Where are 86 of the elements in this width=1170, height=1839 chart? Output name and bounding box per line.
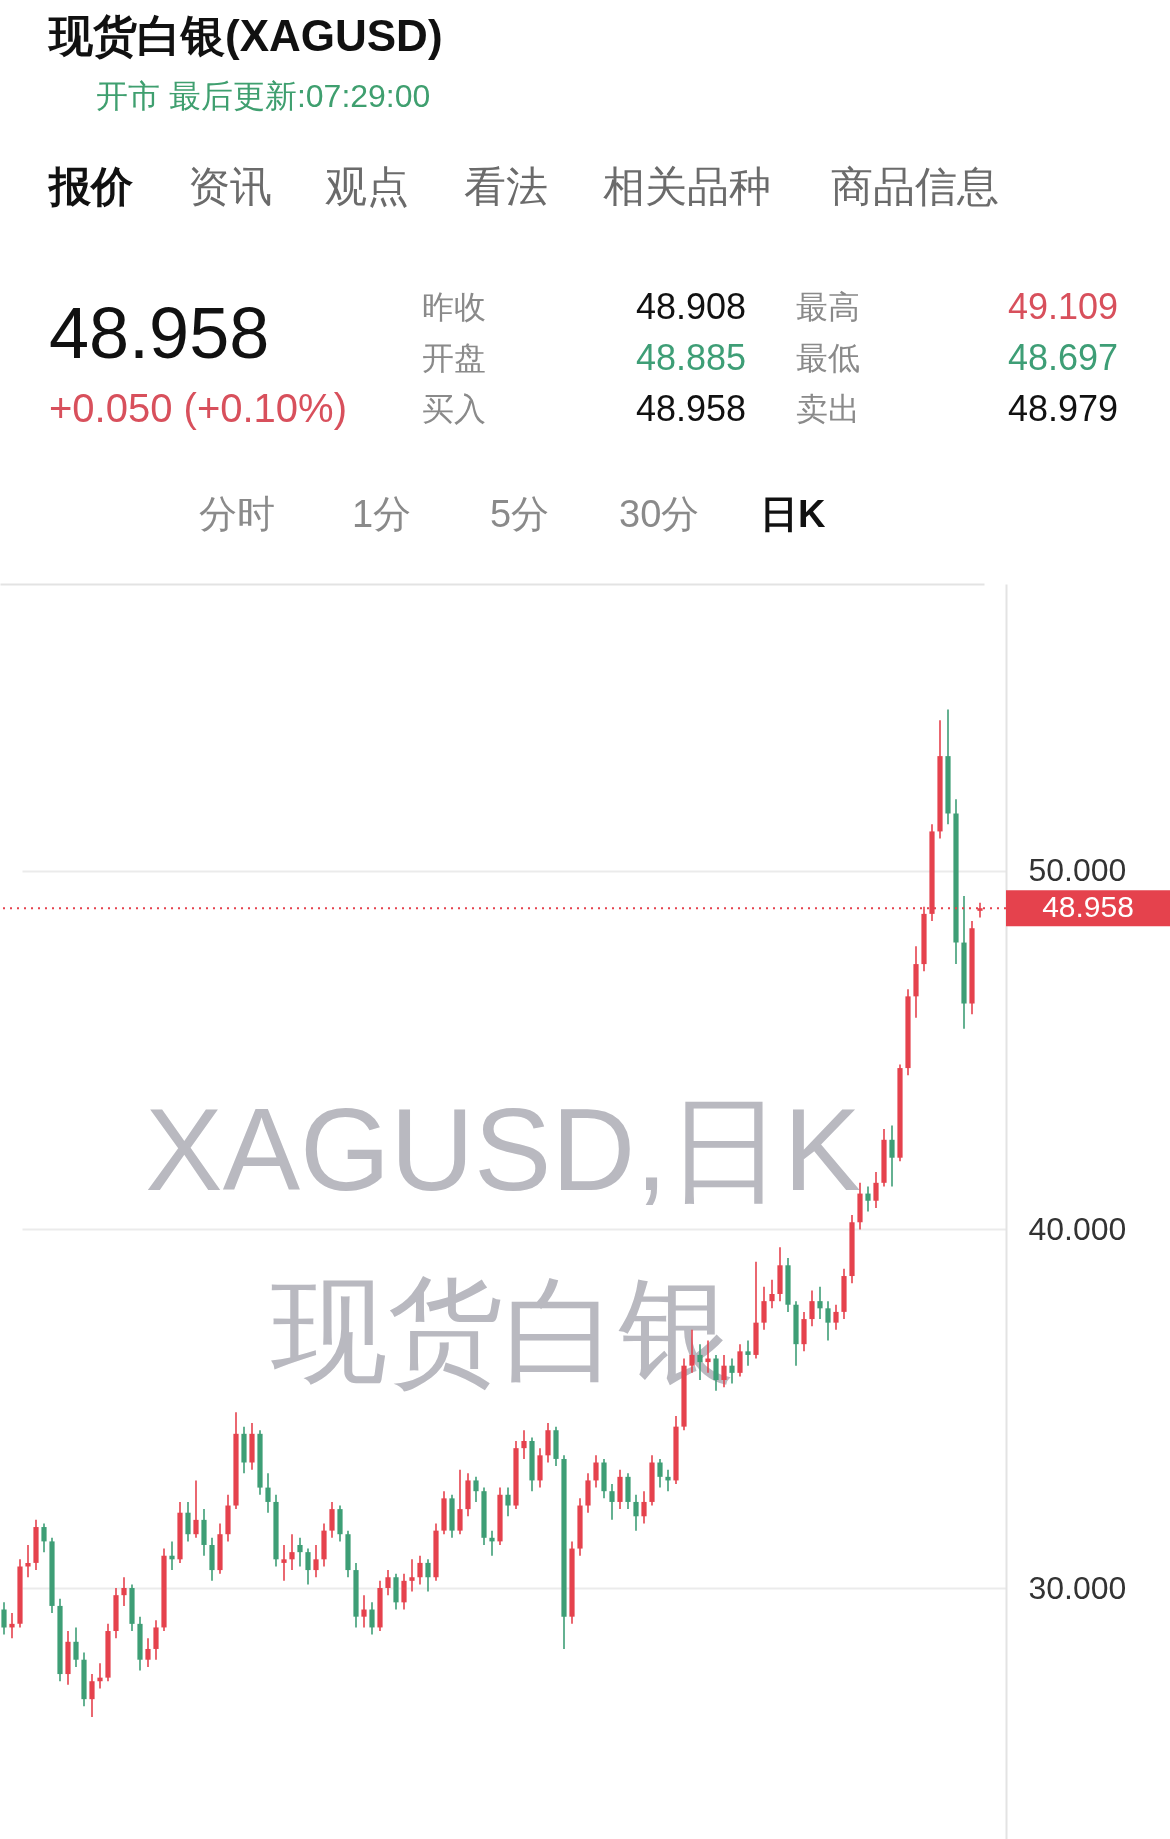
candlestick [121, 1576, 127, 1607]
ref-line-label: 48.958 [1042, 890, 1134, 924]
y-tick-label: 40.000 [1028, 1210, 1127, 1247]
chart-subtitle: 开市 最后更新:07:29:00 [96, 78, 431, 114]
text: 商品信息 [831, 163, 999, 210]
chart-title: 现货白银(XAGUSD) [47, 11, 443, 60]
candlestick [193, 1479, 199, 1539]
candlestick [745, 1339, 751, 1367]
candlestick [593, 1454, 599, 1489]
candlestick [169, 1540, 175, 1571]
text: 报价 [47, 163, 134, 210]
candlestick [705, 1339, 711, 1374]
text: 48.908 [635, 286, 746, 327]
candlestick [361, 1594, 367, 1629]
candlestick [657, 1458, 663, 1489]
text: 49.109 [1007, 286, 1118, 327]
text: 相关品种 [603, 163, 771, 210]
candlestick [425, 1558, 431, 1593]
candlestick [97, 1662, 103, 1690]
candlestick [9, 1612, 15, 1639]
text: 昨收 [422, 289, 486, 325]
candlestick [153, 1619, 159, 1661]
candlestick [489, 1529, 495, 1557]
candlestick [265, 1472, 271, 1514]
candlestick [769, 1278, 775, 1310]
text: 观点 [325, 163, 409, 210]
candlestick [281, 1544, 287, 1582]
candlestick [809, 1289, 815, 1328]
candlestick [41, 1522, 47, 1553]
candlestick [689, 1329, 695, 1374]
text: 48.958 [635, 388, 746, 429]
candlestick [329, 1501, 335, 1539]
candlestick [297, 1537, 303, 1568]
candlestick [817, 1286, 823, 1320]
text: 48.958 [49, 293, 270, 373]
candlestick [825, 1300, 831, 1342]
text: 1分 [352, 493, 412, 535]
candlestick [313, 1544, 319, 1579]
candlestick [289, 1533, 295, 1571]
candlestick [505, 1486, 511, 1518]
text: +0.050 (+0.10%) [49, 386, 347, 430]
candlestick [185, 1501, 191, 1543]
candlestick [761, 1286, 767, 1331]
candlestick [1, 1601, 7, 1636]
candlestick [385, 1569, 391, 1596]
text: 最高 [796, 289, 860, 325]
candlestick [697, 1343, 703, 1381]
text: 买入 [422, 391, 486, 427]
candlestick [889, 1124, 895, 1188]
text: 48.697 [1007, 337, 1118, 378]
candlestick [633, 1493, 639, 1532]
candlestick [145, 1637, 151, 1668]
candlestick [833, 1303, 839, 1331]
candlestick [305, 1547, 311, 1586]
candlestick [609, 1483, 615, 1521]
text: 资讯 [188, 163, 272, 210]
candlestick [89, 1673, 95, 1718]
annotation: 现货白银 [271, 1266, 735, 1396]
candlestick [873, 1171, 879, 1209]
text: 最低 [796, 340, 860, 376]
y-tick-label: 30.000 [1028, 1569, 1127, 1606]
candlestick [665, 1468, 671, 1492]
text: 48.885 [635, 337, 746, 378]
annotation: XAGUSD,日K [145, 1085, 861, 1215]
candlestick [401, 1572, 407, 1611]
candlestick [737, 1343, 743, 1378]
text: 48.979 [1007, 388, 1118, 429]
text: 看法 [464, 163, 548, 210]
candlestick [25, 1544, 31, 1579]
candlestick [473, 1476, 479, 1503]
text: 30分 [619, 493, 700, 535]
candlestick [73, 1626, 79, 1668]
candlestick [417, 1554, 423, 1586]
y-tick-label: 50.000 [1028, 852, 1127, 889]
text: 日K [760, 493, 826, 535]
candlestick [369, 1601, 375, 1636]
candlestick [457, 1468, 463, 1536]
text: 卖出 [796, 391, 860, 427]
text: 分时 [199, 493, 275, 535]
text: 5分 [490, 493, 550, 535]
candlestick [521, 1429, 527, 1460]
text: 开盘 [422, 340, 486, 376]
candlestick [729, 1357, 735, 1385]
candlestick [865, 1185, 871, 1213]
candlestick [409, 1558, 415, 1593]
candlestick [641, 1490, 647, 1525]
